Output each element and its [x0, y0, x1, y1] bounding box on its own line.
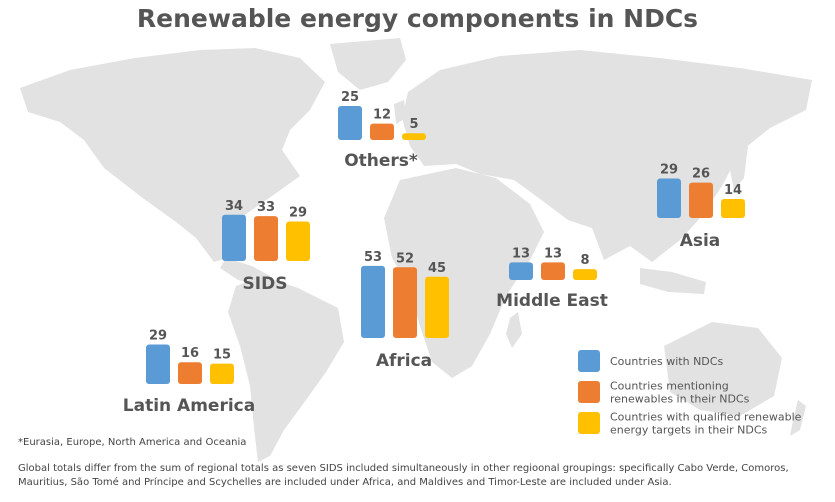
bar-sids-series-2 [254, 216, 278, 261]
japan-shape [730, 140, 748, 190]
australia-shape [664, 322, 782, 416]
bar-asia-series-2 [689, 182, 713, 218]
north-america-shape [20, 48, 325, 262]
madagascar-shape [506, 312, 522, 348]
region-label-middle-east: Middle East [496, 291, 608, 311]
bar-value-label: 29 [660, 163, 678, 178]
region-group-middle-east: 13 13 8 Middle East [496, 246, 608, 311]
bar-middle-east-series-1 [509, 262, 533, 280]
bar-africa-series-2 [393, 267, 417, 338]
region-label-others: Others* [344, 151, 418, 171]
bar-value-label: 8 [580, 253, 589, 268]
africa-shape [384, 168, 544, 378]
southeast-asia-islands-shape [640, 268, 706, 294]
bar-asia-series-3 [721, 198, 745, 218]
bar-others-series-3 [402, 133, 426, 140]
region-label-latin-america: Latin America [123, 396, 255, 416]
region-group-latin-america: 29 16 15 Latin America [123, 329, 255, 416]
legend-label: renewables in their NDCs [610, 393, 750, 406]
source-note: Global totals differ from the sum of reg… [18, 463, 789, 488]
bar-value-label: 33 [257, 200, 275, 215]
legend-label: energy targets in their NDCs [610, 424, 768, 437]
chart-title: Renewable energy components in NDCs [136, 4, 699, 33]
bar-sids-series-1 [222, 214, 246, 261]
world-map [20, 38, 812, 462]
region-group-others: 25 12 5 Others* [338, 90, 426, 171]
bar-value-label: 29 [149, 329, 167, 344]
greenland-shape [330, 38, 406, 90]
region-group-africa: 53 52 45 Africa [361, 250, 449, 371]
region-label-sids: SIDS [243, 274, 288, 294]
bar-latin-america-series-3 [210, 363, 234, 384]
legend: Countries with NDCs Countries mentioningr… [578, 350, 802, 437]
footnote: *Eurasia, Europe, North America and Ocea… [18, 437, 247, 448]
region-label-asia: Asia [680, 231, 721, 251]
bar-value-label: 26 [692, 167, 710, 182]
bar-value-label: 52 [396, 251, 414, 266]
bar-africa-series-1 [361, 265, 385, 338]
legend-swatch [578, 350, 600, 372]
bar-value-label: 29 [289, 206, 307, 221]
bar-asia-series-1 [657, 178, 681, 218]
legend-swatch [578, 381, 600, 403]
bar-sids-series-3 [286, 221, 310, 261]
legend-item: Countries with NDCs [578, 350, 723, 372]
bar-value-label: 13 [512, 246, 530, 261]
legend-swatch [578, 412, 600, 434]
region-label-africa: Africa [376, 351, 432, 371]
bar-others-series-1 [338, 106, 362, 140]
bar-value-label: 15 [213, 348, 231, 363]
bar-africa-series-3 [425, 276, 449, 338]
new-zealand-shape [790, 400, 806, 436]
bar-others-series-2 [370, 123, 394, 140]
bar-value-label: 12 [373, 108, 391, 123]
bar-value-label: 45 [428, 261, 446, 276]
bar-middle-east-series-3 [573, 269, 597, 280]
bar-latin-america-series-2 [178, 362, 202, 384]
bar-value-label: 53 [364, 250, 382, 265]
bar-value-label: 25 [341, 90, 359, 105]
bar-value-label: 14 [724, 183, 742, 198]
bars-layer: 25 12 5 Others* 34 33 29 SIDS 29 16 15 Latin Americ… [123, 90, 745, 416]
eurasia-shape [402, 50, 812, 262]
region-group-sids: 34 33 29 SIDS [222, 199, 310, 294]
legend-label: Countries mentioning [610, 380, 729, 393]
legend-item: Countries with qualified renewableenergy… [578, 411, 802, 437]
bar-value-label: 5 [409, 117, 418, 132]
south-america-shape [228, 276, 344, 462]
legend-label: Countries with NDCs [610, 355, 723, 368]
uk-shape [394, 100, 406, 124]
bar-middle-east-series-2 [541, 262, 565, 280]
legend-label: Countries with qualified renewable [610, 411, 802, 424]
bar-value-label: 34 [225, 199, 243, 214]
region-group-asia: 29 26 14 Asia [657, 163, 745, 251]
bar-value-label: 16 [181, 346, 199, 361]
bar-latin-america-series-1 [146, 344, 170, 384]
bar-value-label: 13 [544, 246, 562, 261]
